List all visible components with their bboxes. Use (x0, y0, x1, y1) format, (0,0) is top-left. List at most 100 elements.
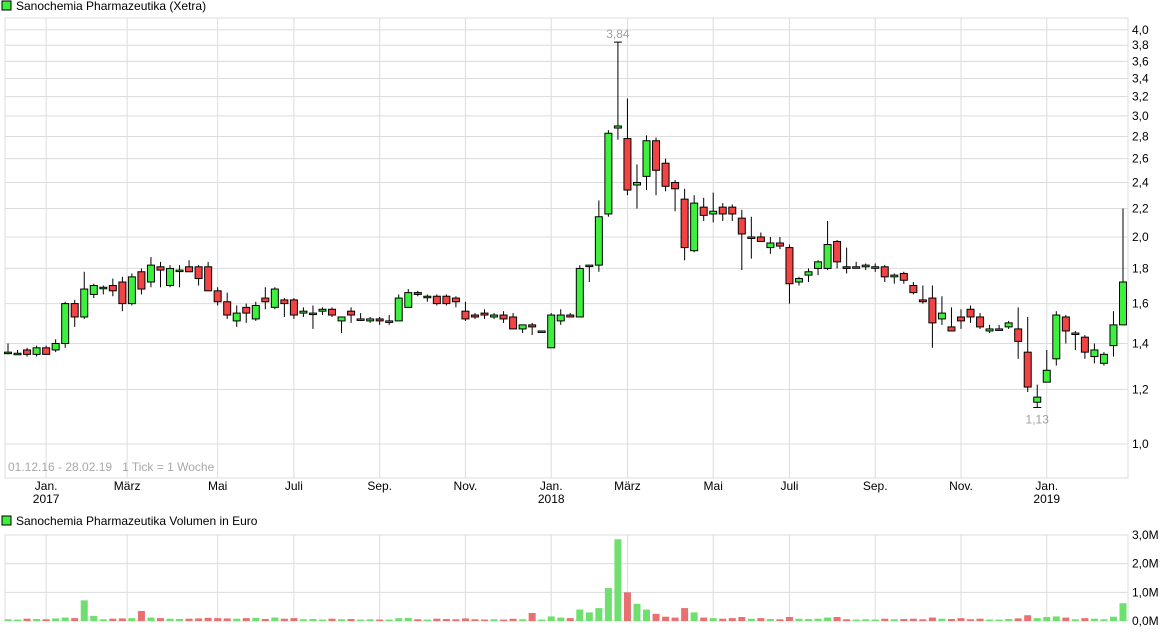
candle-body (785, 247, 794, 285)
volume-bar (290, 618, 298, 621)
candle-body (909, 285, 918, 294)
candle-body (328, 308, 337, 316)
candle-body (861, 264, 870, 268)
candle-body (585, 264, 594, 268)
candle-body (556, 314, 565, 322)
volume-bar (881, 618, 889, 621)
candle (1061, 315, 1070, 344)
price-tick-label: 4,0 (1132, 23, 1149, 37)
candle-body (604, 132, 613, 215)
candle (156, 261, 165, 288)
candle-body (680, 198, 689, 249)
candle-body (146, 264, 155, 283)
candle (880, 265, 889, 283)
price-tick-label: 2,0 (1132, 230, 1149, 244)
volume-bar (519, 619, 527, 621)
x-year-label: 2017 (33, 492, 60, 506)
candle (32, 345, 41, 357)
candle-body (375, 318, 384, 322)
price-legend: Sanochemia Pharmazeutika (Xetra) (1, 0, 206, 13)
volume-tick-label: 2,0M (1132, 557, 1159, 571)
candle (556, 309, 565, 325)
volume-bar (128, 618, 136, 621)
volume-y-axis: 0,0M 1,0M 2,0M 3,0M (1132, 528, 1159, 628)
volume-bar (795, 618, 803, 621)
candle-body (204, 266, 213, 292)
volume-bar (452, 619, 460, 621)
candle (671, 180, 680, 212)
candle-body (833, 240, 842, 263)
price-tick-label: 2,8 (1132, 129, 1149, 143)
volume-bar (385, 619, 393, 621)
volume-bar (1043, 616, 1051, 621)
candle (1023, 316, 1032, 393)
annotations: 3,84 1,13 (606, 27, 1049, 426)
candle (1109, 311, 1118, 357)
volume-bar (623, 592, 631, 621)
candle-body (737, 217, 746, 235)
volume-tick-label: 3,0M (1132, 528, 1159, 542)
candle (1071, 330, 1080, 350)
candle (251, 301, 260, 321)
candle (804, 268, 813, 283)
volume-bar (947, 618, 955, 621)
volume-bar (604, 588, 612, 621)
volume-bar (156, 618, 164, 621)
candle-body (499, 314, 508, 320)
volume-bar (118, 618, 126, 621)
x-month-label: Sep. (367, 479, 392, 493)
x-month-label: Nov. (454, 479, 478, 493)
volume-bar (137, 610, 145, 621)
candle-body (1071, 332, 1080, 336)
candle (127, 273, 136, 306)
volume-bar (843, 619, 851, 621)
candle (51, 339, 60, 353)
candle (947, 307, 956, 332)
volume-bar (671, 617, 679, 621)
price-tick-label: 1,6 (1132, 297, 1149, 311)
candle (337, 316, 346, 334)
extreme-value-label: 1,13 (1026, 412, 1050, 426)
candle (509, 313, 518, 330)
volume-bar (252, 617, 260, 621)
volume-bar (614, 539, 622, 621)
candle-body (347, 310, 356, 316)
volume-bar (338, 619, 346, 621)
price-tick-label: 3,8 (1132, 38, 1149, 52)
candle (766, 236, 775, 254)
candle (842, 247, 851, 274)
candle (413, 290, 422, 297)
volume-bar (957, 618, 965, 621)
x-month-label: Mai (704, 479, 723, 493)
volume-bar (347, 618, 355, 621)
volume-bar (471, 619, 479, 621)
volume-bar (1090, 618, 1098, 621)
volume-bar (1100, 619, 1108, 621)
volume-bar (147, 617, 155, 621)
x-month-label: Juli (285, 479, 303, 493)
candle (937, 296, 946, 325)
candle (232, 305, 241, 327)
candle (1052, 311, 1061, 366)
candle (956, 309, 965, 329)
volume-legend: Sanochemia Pharmazeutika Volumen in Euro (1, 514, 258, 528)
candle-body (270, 288, 279, 308)
candle (4, 343, 12, 355)
candle-body (756, 236, 765, 242)
candle-body (699, 206, 708, 216)
candle-body (566, 314, 575, 318)
volume-bar (71, 618, 79, 621)
volume-bar (490, 619, 498, 621)
x-month-label: Sep. (863, 479, 888, 493)
candle (137, 268, 146, 295)
x-month-label: Mai (208, 479, 227, 493)
candle (623, 98, 632, 196)
candle (108, 278, 117, 297)
candle (728, 204, 737, 221)
volume-bar (785, 616, 793, 621)
candle-body (242, 306, 251, 314)
candle-body (747, 236, 756, 239)
candle-body (137, 271, 146, 290)
candle-body (518, 324, 527, 330)
